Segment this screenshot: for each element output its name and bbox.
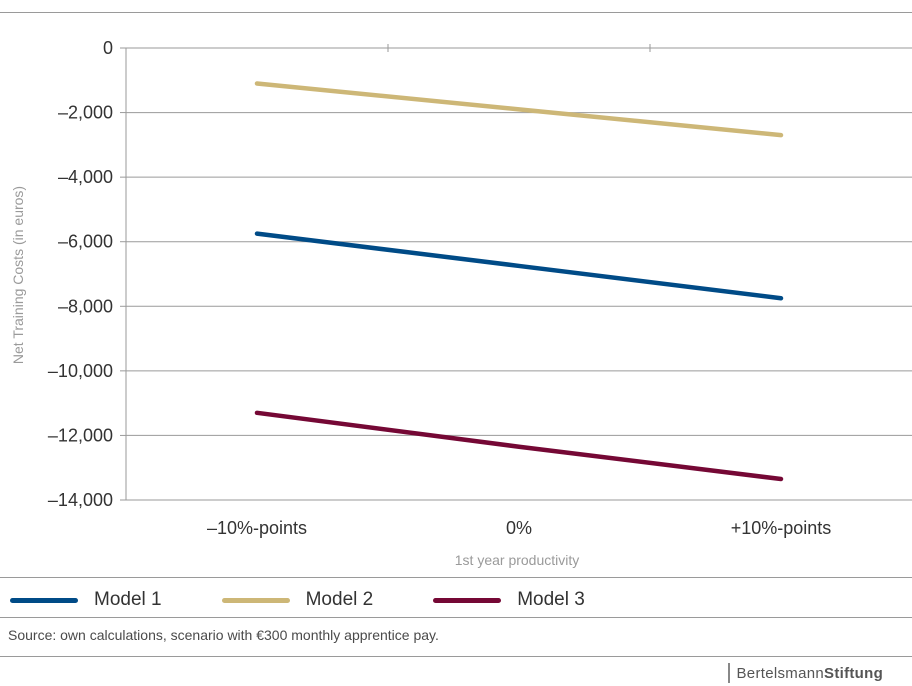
series-line-model-2 [254, 81, 784, 138]
series-lines [254, 81, 784, 482]
top-divider [0, 12, 912, 13]
legend-item: Model 1 [10, 589, 162, 611]
y-tick-label: –8,000 [58, 296, 113, 316]
legend-bottom-divider [0, 617, 912, 618]
series-line-model-1 [254, 231, 784, 301]
legend-swatch [221, 597, 290, 603]
legend: Model 1 Model 2 Model 3 [10, 585, 645, 615]
legend-label: Model 2 [305, 589, 374, 610]
x-tick-label: +10%-points [731, 518, 832, 538]
y-tick-label: –2,000 [58, 103, 113, 123]
axes [120, 44, 651, 501]
bertelsmann-stiftung-logo: Bertelsmann Stiftung [728, 662, 883, 684]
source-note: Source: own calculations, scenario with … [8, 627, 439, 643]
source-divider [0, 656, 912, 657]
y-tick-label: –12,000 [48, 425, 113, 445]
logo-text-light: Bertelsmann [736, 664, 825, 682]
legend-swatch [10, 597, 78, 603]
legend-item: Model 2 [221, 589, 374, 611]
legend-top-divider [0, 577, 912, 578]
y-tick-label: –10,000 [48, 361, 113, 381]
logo-bar [728, 663, 730, 683]
legend-label: Model 3 [517, 589, 585, 610]
y-tick-labels: 0 –2,000 –4,000 –6,000 –8,000 –10,000 –12,000 –… [48, 38, 113, 510]
y-tick-label: 0 [103, 38, 113, 58]
legend-label: Model 1 [94, 589, 162, 610]
gridlines [126, 47, 912, 501]
y-tick-label: –14,000 [48, 490, 113, 510]
y-tick-label: –4,000 [58, 167, 113, 187]
y-axis-label: Net Training Costs (in euros) [10, 186, 26, 364]
legend-swatch [433, 597, 502, 603]
x-tick-labels: –10%-points 0% +10%-points [207, 518, 831, 538]
logo-text-bold: Stiftung [824, 664, 884, 682]
line-chart: 0 –2,000 –4,000 –6,000 –8,000 –10,000 –12,000 –… [10, 38, 912, 568]
legend-item: Model 3 [433, 589, 585, 611]
x-axis-label: 1st year productivity [455, 552, 580, 568]
x-tick-label: 0% [506, 518, 532, 538]
y-tick-label: –6,000 [58, 232, 113, 252]
series-line-model-3 [254, 410, 784, 482]
x-tick-label: –10%-points [207, 518, 307, 538]
